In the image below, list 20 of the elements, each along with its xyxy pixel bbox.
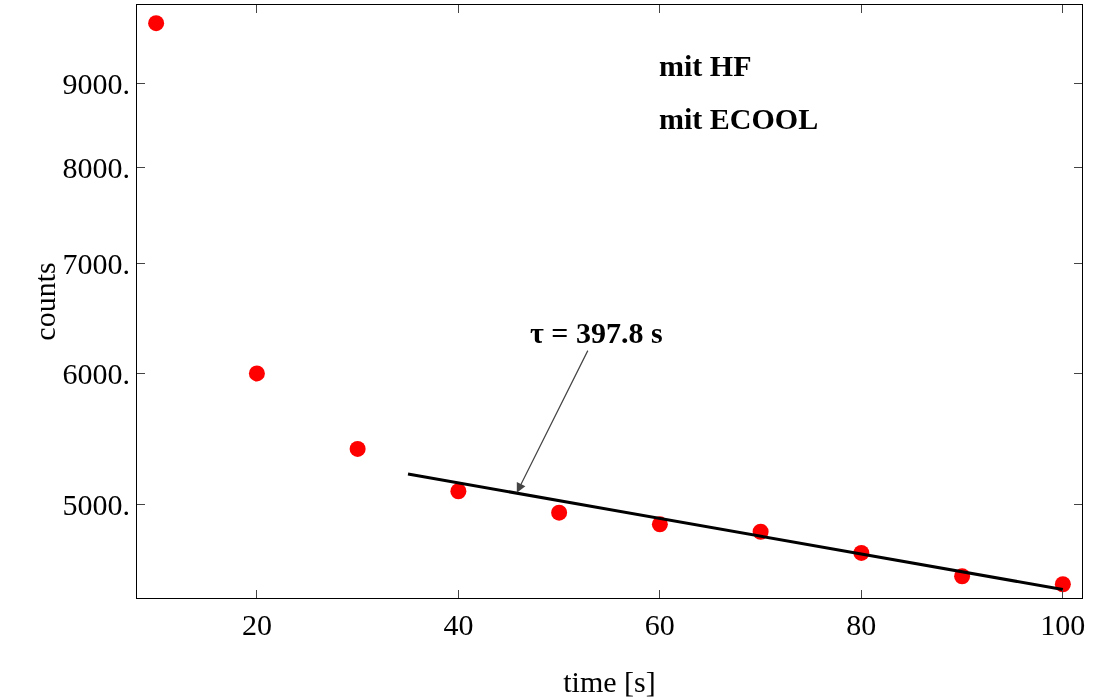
- y-axis-title: counts: [27, 262, 61, 341]
- y-tick-label: 8000.: [62, 150, 130, 184]
- x-tick-label: 100: [1040, 608, 1086, 641]
- y-tick-label: 9000.: [62, 66, 130, 100]
- x-tick-label: 20: [241, 608, 272, 641]
- point: [450, 483, 467, 500]
- annotation: τ = 397.8 s: [530, 316, 663, 349]
- point: [349, 440, 366, 457]
- y-tick-label: 6000.: [62, 356, 130, 390]
- x-axis-title: time [s]: [563, 665, 656, 698]
- y-tick-label: 5000.: [62, 487, 130, 521]
- annotation: mit HF: [659, 49, 752, 82]
- point: [148, 15, 165, 32]
- point: [551, 504, 568, 521]
- x-tick-label: 80: [846, 608, 877, 641]
- y-tick-label: 7000.: [62, 246, 130, 280]
- point: [248, 365, 265, 382]
- annotation: mit ECOOL: [659, 102, 819, 135]
- x-tick-label: 40: [443, 608, 474, 641]
- x-tick-label: 60: [644, 608, 675, 641]
